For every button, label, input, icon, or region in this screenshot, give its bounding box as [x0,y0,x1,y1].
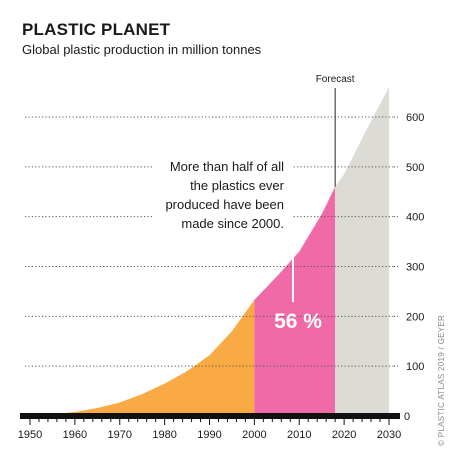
y-tick-label: 300 [406,262,424,274]
credit-text: © PLASTIC ATLAS 2019 / GEYER [437,314,446,446]
y-zero-label: 0 [404,411,410,423]
area-segment-1950-2000 [30,299,255,416]
x-tick-label: 1980 [152,429,176,441]
callout-line-4: made since 2000. [181,216,284,231]
x-tick-label: 1960 [63,429,87,441]
x-tick-label: 2020 [332,429,356,441]
area-segment-2000-2018 [254,186,336,416]
x-tick-label: 2000 [242,429,266,441]
x-tick-label: 1950 [18,429,42,441]
callout-line-1: More than half of all [170,159,284,174]
y-tick-label: 200 [406,311,424,323]
area-segment-2018-2030 [335,87,389,416]
y-tick-label: 400 [406,212,424,224]
x-tick-label: 1970 [108,429,132,441]
x-tick-label: 2030 [377,429,401,441]
y-tick-label: 500 [406,162,424,174]
chart-subtitle: Global plastic production in million ton… [22,42,262,57]
y-tick-label: 600 [406,112,424,124]
percent-label: 56 % [274,310,322,333]
chart-title: PLASTIC PLANET [22,20,171,39]
callout-box [152,152,293,240]
y-tick-label: 100 [406,361,424,373]
callout-line-2: the plastics ever [190,178,285,193]
forecast-label: Forecast [316,74,355,85]
x-tick-label: 1990 [197,429,221,441]
x-tick-label: 2010 [287,429,311,441]
callout-line-3: produced have been [165,197,284,212]
